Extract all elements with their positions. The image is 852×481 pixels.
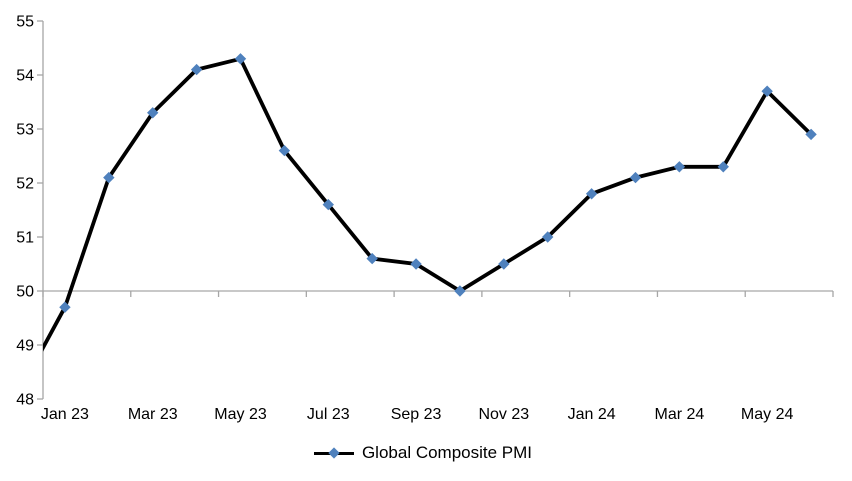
data-point-marker xyxy=(498,258,510,270)
x-axis-label: May 24 xyxy=(741,406,794,423)
data-point-marker xyxy=(190,63,203,76)
y-axis-label: 48 xyxy=(16,392,34,409)
data-point-marker xyxy=(147,107,159,119)
y-axis-label: 52 xyxy=(16,176,34,193)
data-point-marker xyxy=(761,85,773,97)
x-axis-label: Jan 23 xyxy=(41,406,89,423)
data-point-marker xyxy=(454,285,466,297)
x-axis-label: Sep 23 xyxy=(391,406,442,423)
data-point-marker xyxy=(585,188,598,200)
series-line-global-composite-pmi xyxy=(43,56,813,352)
x-axis-label: Jul 23 xyxy=(307,406,350,423)
data-point-marker xyxy=(717,161,729,173)
y-axis-label: 51 xyxy=(16,230,34,247)
data-point-marker xyxy=(234,53,247,65)
data-point-marker xyxy=(805,128,817,141)
x-axis-label: Nov 23 xyxy=(478,406,529,423)
data-point-marker xyxy=(542,231,554,243)
y-axis-label: 53 xyxy=(16,122,34,139)
y-axis-label: 54 xyxy=(16,68,34,85)
legend-series-label: Global Composite PMI xyxy=(361,443,533,462)
x-axis-label: May 23 xyxy=(214,406,267,423)
data-point-marker xyxy=(410,258,422,270)
data-point-marker xyxy=(278,144,291,157)
y-axis-label: 49 xyxy=(16,338,34,355)
legend-line-marker-sample xyxy=(313,447,354,459)
data-point-marker xyxy=(673,161,686,173)
y-axis-label: 50 xyxy=(16,284,34,301)
data-point-marker xyxy=(59,301,71,313)
x-axis-label: Mar 23 xyxy=(128,406,178,423)
chart-legend: Global Composite PMI xyxy=(0,441,846,465)
data-point-marker xyxy=(322,198,334,211)
y-axis-label: 55 xyxy=(16,14,34,31)
data-point-marker xyxy=(366,252,378,265)
x-axis-label: Jan 24 xyxy=(568,406,616,423)
x-axis-label: Mar 24 xyxy=(654,406,704,423)
data-point-marker xyxy=(629,171,642,184)
legend-diamond-icon xyxy=(328,447,340,459)
data-point-marker xyxy=(103,171,115,184)
